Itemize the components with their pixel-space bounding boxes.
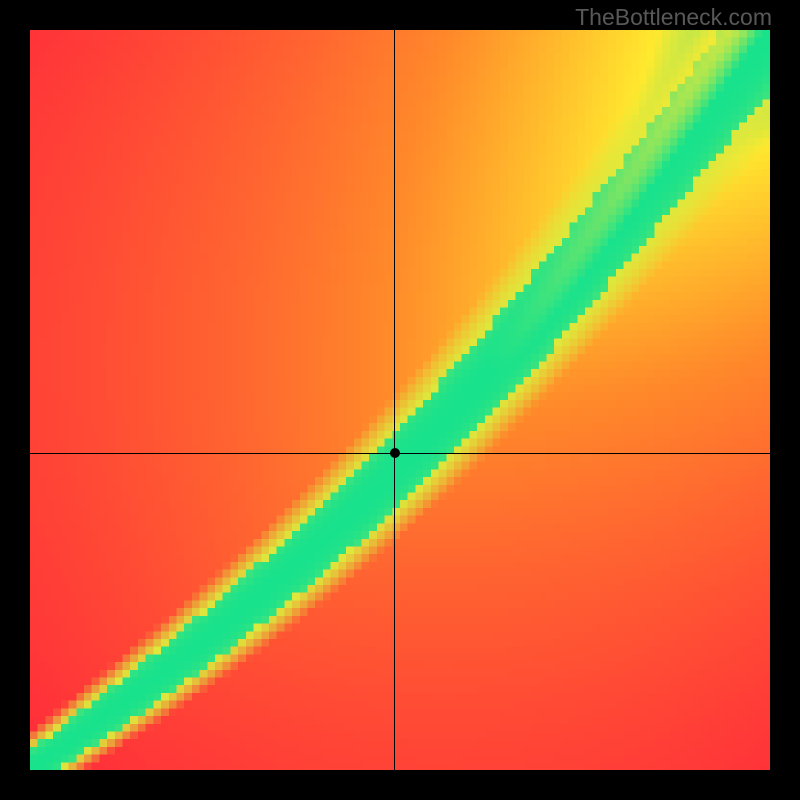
watermark-text: TheBottleneck.com [575, 4, 772, 31]
crosshair-horizontal [30, 453, 770, 454]
chart-container: TheBottleneck.com [0, 0, 800, 800]
crosshair-vertical [394, 30, 395, 770]
bottleneck-heatmap [30, 30, 770, 770]
